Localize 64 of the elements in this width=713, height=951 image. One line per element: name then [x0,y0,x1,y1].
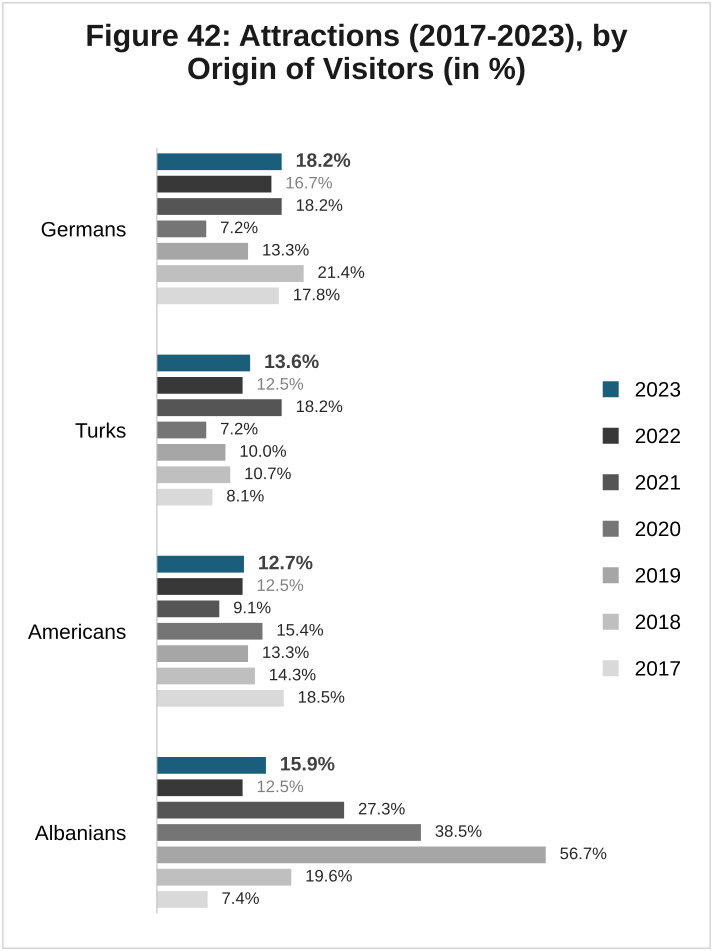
bar [156,824,421,841]
bar [156,288,279,304]
bar [156,153,282,170]
data-label: 38.5% [435,825,482,837]
y-tick-label: Albanians [34,824,126,840]
bar [156,399,282,416]
data-label: 16.7% [286,176,332,189]
data-label: 18.5% [298,691,344,703]
data-label: 7.4% [222,892,259,904]
bar [156,422,206,438]
data-label: 15.4% [278,624,324,636]
bar [156,891,208,908]
bar [156,242,248,260]
data-label: 56.7% [560,848,606,860]
data-label: 18.2% [296,153,350,167]
data-label: 10.0% [240,445,286,457]
chart-title: Figure 42: Attractions (2017-2023), by Origin of Visitors (in %) [87,24,628,86]
data-label: 15.9% [281,756,334,771]
legend-label: 2022 [636,428,680,444]
y-tick-label: Turks [75,422,126,438]
bar [156,578,243,595]
bar [156,600,220,618]
data-label: 12.5% [258,579,304,592]
bar [156,645,248,662]
data-label: 17.8% [294,288,340,300]
bar [156,779,243,796]
data-label: 7.2% [220,222,258,234]
data-label: 27.3% [358,802,405,815]
data-label: 7.2% [220,422,258,434]
data-label: 19.6% [306,870,352,882]
data-label: 13.6% [265,354,319,368]
y-tick-label: Americans [28,624,126,640]
data-label: 8.1% [227,490,264,502]
data-label: 18.2% [296,400,342,412]
y-tick-label: Germans [42,222,126,237]
legend-label: 2021 [636,474,680,490]
bar [156,176,272,193]
bar [156,354,250,372]
data-label: 9.1% [234,602,271,614]
legend-label: 2018 [636,614,680,630]
data-label: 12.5% [258,378,304,390]
data-label: 14.3% [270,668,316,680]
bar [156,556,244,573]
bar [156,846,546,864]
legend-label: 2019 [636,568,680,583]
bar [156,220,206,238]
legend-label: 2020 [636,522,680,536]
legend-label: 2017 [636,661,680,676]
bar [156,802,344,818]
bar [156,622,262,640]
data-label: 13.3% [263,244,309,256]
data-label: 12.5% [258,780,304,792]
data-label: 10.7% [245,467,291,480]
bar [156,690,284,707]
bar [156,757,266,774]
bar [156,198,282,215]
data-label: 21.4% [318,266,364,278]
bar [156,376,243,394]
data-label: 13.3% [263,646,309,658]
data-label: 12.7% [259,556,312,570]
bar [156,488,212,506]
bar [156,444,226,461]
legend-label: 2023 [636,382,680,397]
data-label: 18.2% [296,199,342,211]
